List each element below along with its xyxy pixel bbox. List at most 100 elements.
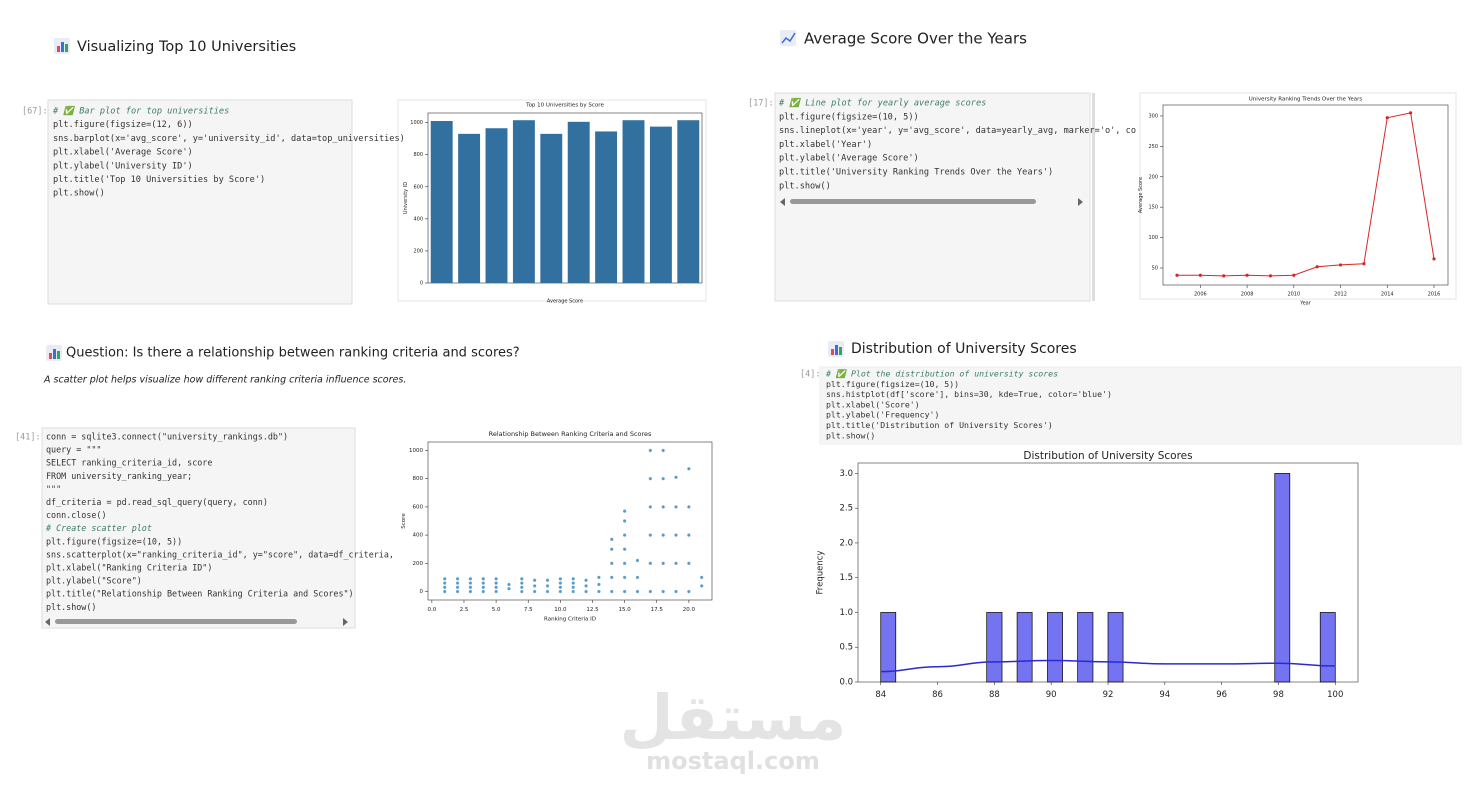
x-tick-label: 10.0 bbox=[554, 607, 567, 613]
cell-title: Average Score Over the Years bbox=[804, 30, 1027, 48]
chart-title: University Ranking Trends Over the Years bbox=[1249, 97, 1363, 103]
code-line: plt.figure(figsize=(10, 5)) bbox=[826, 379, 959, 389]
cell-title: Distribution of University Scores bbox=[851, 341, 1077, 357]
point bbox=[635, 575, 640, 580]
y-axis-label: Score bbox=[401, 513, 407, 529]
point bbox=[455, 585, 460, 590]
point bbox=[507, 582, 511, 587]
marker bbox=[1432, 257, 1436, 261]
y-tick-label: 200 bbox=[1148, 174, 1158, 180]
hist-bar bbox=[1319, 612, 1336, 683]
point bbox=[481, 585, 486, 590]
point bbox=[609, 561, 614, 566]
point bbox=[532, 584, 537, 588]
point bbox=[468, 581, 473, 585]
point bbox=[494, 581, 498, 585]
x-tick-label: 98 bbox=[1273, 690, 1284, 700]
x-tick-label: 90 bbox=[1046, 690, 1057, 700]
bar bbox=[458, 133, 481, 283]
y-tick-label: 1.5 bbox=[839, 573, 853, 583]
x-tick-label: 0.0 bbox=[427, 607, 436, 613]
point bbox=[648, 589, 653, 594]
hist-bar bbox=[1047, 612, 1063, 683]
hist-bar bbox=[1274, 473, 1291, 683]
chart-icon bbox=[54, 38, 70, 54]
chart-icon bbox=[780, 30, 796, 46]
point bbox=[687, 589, 691, 594]
x-tick-label: 84 bbox=[875, 690, 886, 700]
x-tick-label: 2010 bbox=[1287, 292, 1300, 298]
point bbox=[545, 584, 550, 588]
marker bbox=[1175, 273, 1179, 277]
cell-title: Question: Is there a relationship betwee… bbox=[66, 346, 520, 361]
bar bbox=[512, 120, 535, 283]
point bbox=[674, 589, 678, 594]
code-line: plt.xlabel("Ranking Criteria ID") bbox=[46, 563, 212, 573]
code-line: plt.xlabel('Year') bbox=[779, 140, 872, 150]
hist-bar bbox=[1107, 612, 1124, 683]
point bbox=[699, 575, 704, 580]
point bbox=[622, 589, 627, 594]
code-line: """ bbox=[46, 484, 61, 494]
x-axis-label: Year bbox=[1299, 301, 1312, 307]
point bbox=[558, 576, 563, 581]
y-tick-label: 200 bbox=[413, 248, 423, 254]
point bbox=[494, 589, 498, 594]
code-line: conn = sqlite3.connect("university_ranki… bbox=[46, 432, 288, 442]
chart-icon bbox=[828, 341, 844, 357]
marker bbox=[1362, 262, 1366, 266]
hist-bar bbox=[1016, 612, 1033, 683]
point bbox=[442, 589, 447, 594]
scrollbar[interactable] bbox=[790, 199, 1036, 204]
point bbox=[622, 509, 627, 513]
cell-edge bbox=[1092, 93, 1095, 301]
point bbox=[622, 519, 627, 523]
point bbox=[674, 475, 678, 480]
point bbox=[519, 581, 524, 585]
x-axis-label: Average Score bbox=[547, 299, 583, 305]
y-tick-label: 0 bbox=[420, 589, 424, 595]
y-tick-label: 200 bbox=[413, 561, 424, 567]
y-tick-label: 1.0 bbox=[839, 608, 853, 618]
code-line: plt.ylabel("Score") bbox=[46, 576, 142, 586]
hist-bar bbox=[1077, 612, 1094, 683]
y-tick-label: 600 bbox=[413, 184, 423, 190]
y-tick-label: 2.0 bbox=[839, 538, 853, 548]
x-tick-label: 17.5 bbox=[651, 607, 664, 613]
x-tick-label: 2014 bbox=[1381, 292, 1394, 298]
y-tick-label: 150 bbox=[1148, 205, 1158, 211]
point bbox=[687, 533, 691, 537]
point bbox=[648, 505, 653, 509]
code-line: plt.title('Top 10 Universities by Score'… bbox=[53, 175, 265, 185]
marker bbox=[1409, 111, 1413, 115]
point bbox=[661, 476, 666, 481]
point bbox=[442, 581, 447, 585]
point bbox=[597, 575, 601, 580]
code-line: sns.lineplot(x='year', y='avg_score', da… bbox=[779, 126, 1136, 136]
point bbox=[622, 561, 627, 566]
y-tick-label: 0.5 bbox=[839, 643, 853, 653]
y-tick-label: 600 bbox=[413, 504, 424, 510]
x-tick-label: 15.0 bbox=[618, 607, 631, 613]
x-tick-label: 96 bbox=[1216, 690, 1227, 700]
point bbox=[481, 581, 486, 585]
code-box bbox=[47, 99, 353, 305]
x-tick-label: 88 bbox=[989, 690, 1000, 700]
point bbox=[597, 589, 601, 594]
point bbox=[571, 581, 576, 585]
code-line: sns.histplot(df['score'], bins=30, kde=T… bbox=[826, 389, 1112, 399]
point bbox=[519, 585, 524, 590]
point bbox=[519, 576, 524, 581]
code-line: # ✅ Line plot for yearly average scores bbox=[778, 98, 986, 109]
point bbox=[609, 575, 614, 580]
bar bbox=[540, 133, 563, 283]
x-tick-label: 100 bbox=[1327, 690, 1343, 700]
bar bbox=[485, 128, 508, 283]
watermark-site: mostaql.com bbox=[646, 747, 820, 775]
bar bbox=[649, 126, 672, 283]
prompt: [17]: bbox=[748, 99, 774, 109]
hist-bar bbox=[880, 612, 897, 683]
scrollbar[interactable] bbox=[55, 619, 297, 624]
point bbox=[442, 576, 447, 581]
point bbox=[455, 589, 460, 594]
